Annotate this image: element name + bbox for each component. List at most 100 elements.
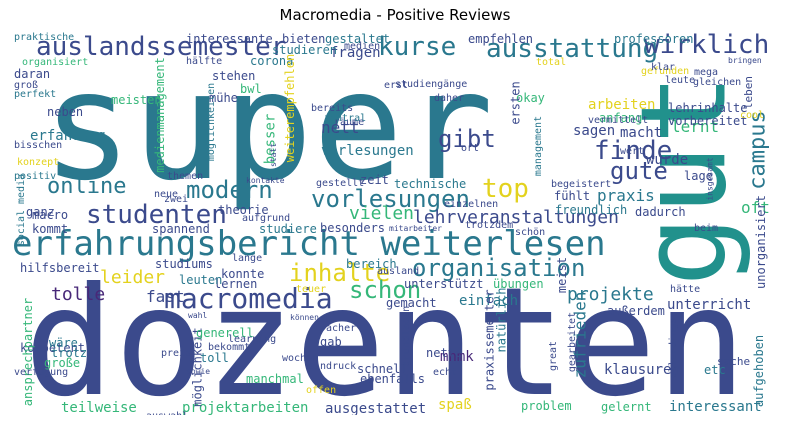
cloud-word: echt [433,367,458,378]
cloud-word: oft [741,198,770,217]
cloud-word: klar [651,62,676,73]
cloud-word: unterstützt [404,277,484,291]
cloud-word: zwei [164,194,189,205]
cloud-word: anfang [599,111,643,125]
cloud-word: inhalte [289,259,391,287]
cloud-word: kurse [378,32,457,62]
cloud-word: wahl [188,311,208,320]
cloud-word: konzept [17,157,60,168]
cloud-word: gab [320,335,342,349]
cloud-word: theorie [218,203,269,217]
cloud-word: etc [704,363,726,377]
cloud-word: empfehlen [468,32,534,46]
cloud-word: stehen [212,69,256,83]
cloud-word: great [547,340,559,372]
cloud-word: sagen [573,123,616,139]
cloud-word: erfahrung [30,128,106,144]
cloud-word: lehrinhalte [668,101,748,115]
cloud-word: mhmk [440,349,474,365]
cloud-word: ausgestattet [325,401,427,415]
cloud-word: vorbereitet [668,114,748,128]
cloud-word: fast [146,287,185,306]
cloud-word: studieren [272,43,338,57]
cloud-word: räume [334,117,365,128]
cloud-word: macro [32,208,69,222]
cloud-word: neue [154,189,179,200]
cloud-word: lernen [214,277,258,291]
cloud-word: daher [434,93,465,104]
cloud-word: arbeiten [588,97,656,113]
cloud-word: studenten [86,200,227,230]
cloud-word: ersten [508,81,523,125]
cloud-word: top [482,174,529,204]
cloud-word: bereich [346,257,397,271]
cloud-word: lernt [671,117,720,136]
cloud-word: projektarbeiten [182,400,309,415]
cloud-word: gelernt [601,400,652,414]
cloud-word: bisschen [14,140,63,151]
cloud-word: gemacht [386,296,437,310]
cloud-word: projekte [567,284,654,305]
cloud-word: klausuren [604,362,680,378]
cloud-word: themen [167,171,204,182]
cloud-word: medien [344,41,381,52]
cloud-word: wurde [646,152,689,168]
cloud-word: studiere [259,222,317,236]
cloud-word: ausland [377,266,420,277]
cloud-word: sache [717,355,751,368]
cloud-word: bieten [282,32,326,46]
cloud-word: interessante [186,32,273,46]
cloud-word: statt [269,142,278,168]
chart-title: Macromedia - Positive Reviews [279,6,511,24]
cloud-word: zeit [360,173,389,187]
cloud-word: können [290,313,319,322]
cloud-word: toll [200,351,229,365]
cloud-word: einfach [459,293,519,309]
cloud-word: große [44,356,81,370]
cloud-word: ebenfalls [360,372,426,386]
cloud-word: kommt [32,222,69,236]
cloud-word: mühe [209,91,238,105]
cloud-word: problem [521,399,572,413]
cloud-word: medienmanagement [153,57,167,173]
cloud-word: management [533,115,544,177]
cloud-word: corona [250,54,294,68]
cloud-word: daran [14,67,51,81]
cloud-word: trotz [51,346,88,360]
cloud-word: unterricht [667,297,752,313]
cloud-word: professoren [614,32,694,46]
cloud-word: studiengänge [395,79,468,90]
cloud-word: gestellt [316,178,365,189]
cloud-word: fächer [320,323,357,334]
cloud-word: wäre [49,336,78,350]
cloud-word: meist [555,256,569,294]
cloud-word: natürlich [495,287,509,353]
cloud-word: fühlt [554,189,591,203]
cloud-word: kompetent [20,341,86,355]
cloud-word: unorganisiert [753,195,768,289]
cloud-word: bekommt [208,342,251,353]
cloud-word: zentral [324,113,367,124]
cloud-word: allerdings [668,317,679,379]
cloud-word: wochen [282,353,319,364]
cloud-word: technische [394,177,467,191]
cloud-word: lage [684,169,713,183]
cloud-word: grundlagen [401,305,412,367]
cloud-word: gibt [438,125,496,153]
cloud-word: freundlich [555,203,628,217]
cloud-word: auslandssemester [36,32,287,62]
cloud-word: aufgrund [242,213,291,224]
cloud-word: offen [306,385,337,396]
cloud-word: ort [461,143,480,154]
cloud-word: leuten [179,273,223,287]
cloud-word: sowie [186,367,211,376]
cloud-word: ganz [26,205,55,219]
cloud-word: modern [186,176,273,204]
cloud-word: fragen [330,45,381,61]
cloud-word: gestaltet [325,32,391,46]
cloud-word: gearbeitet [567,311,578,373]
cloud-word: vielen [349,203,415,224]
cloud-word: tolle [51,284,106,305]
cloud-word: ausstattung [486,34,659,64]
cloud-word: möglichkeiten [206,82,217,162]
